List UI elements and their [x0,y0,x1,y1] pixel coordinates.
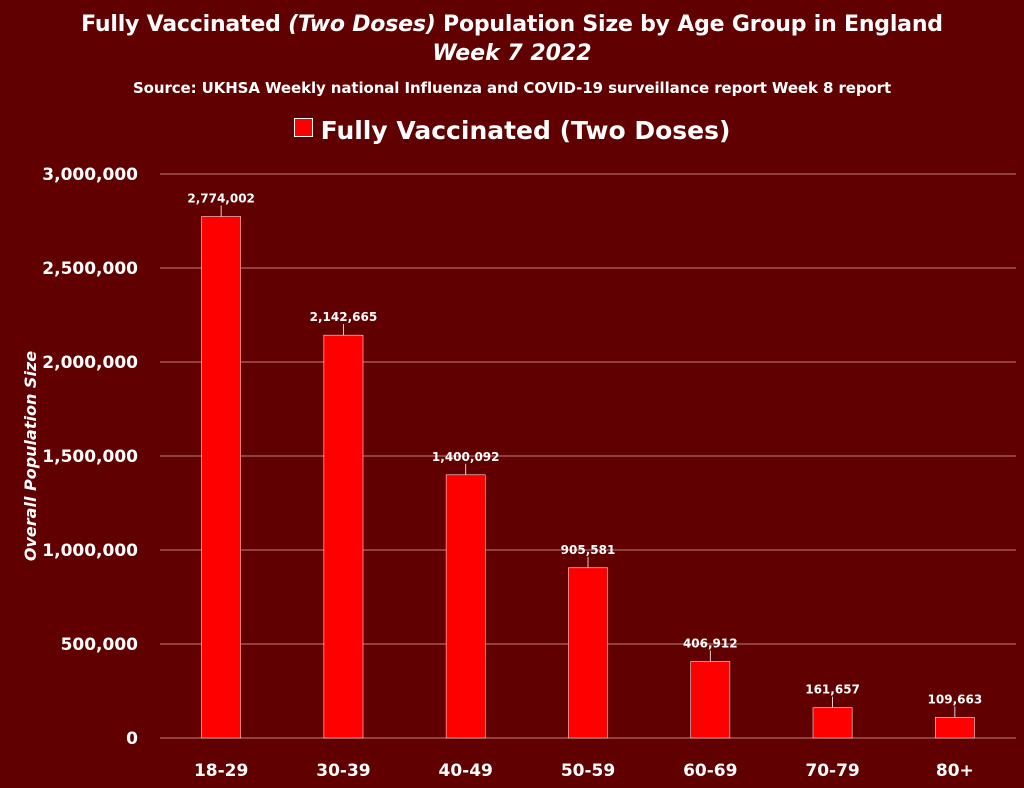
data-label: 905,581 [561,543,616,557]
bar [323,334,364,739]
chart-subtitle: Week 7 2022 [432,41,592,66]
x-tick-label: 60-69 [683,761,737,781]
chart-title: Fully Vaccinated (Two Doses) Population … [0,12,1024,37]
x-tick-label: 40-49 [439,761,493,781]
x-tick-label: 50-59 [561,761,615,781]
bar [934,717,975,739]
y-tick-label: 2,000,000 [42,353,138,373]
x-tick-label: 80+ [936,761,974,781]
y-tick-label: 1,000,000 [42,541,138,561]
chart-source: Source: UKHSA Weekly national Influenza … [132,79,892,97]
data-label: 406,912 [683,637,738,651]
x-tick-label: 30-39 [316,761,370,781]
y-tick-label: 500,000 [61,635,139,655]
data-label: 1,400,092 [432,450,500,464]
data-label: 109,663 [928,692,983,706]
y-tick-label: 3,000,000 [42,165,138,185]
bar [445,474,486,739]
bar [568,567,608,739]
x-tick-label: 18-29 [194,761,248,781]
y-tick-label: 2,500,000 [42,259,138,279]
title-part-1: Fully Vaccinated [81,12,289,37]
bar [812,707,853,739]
legend: Fully Vaccinated (Two Doses) [0,116,1024,145]
data-label: 2,774,002 [187,191,255,205]
title-italic-part: (Two Doses) [288,12,436,37]
legend-label: Fully Vaccinated (Two Doses) [320,116,731,145]
legend-swatch [293,118,313,137]
data-label: 2,142,665 [310,310,378,324]
y-tick-label: 0 [126,729,138,749]
y-tick-label: 1,500,000 [42,447,138,467]
y-axis-title: Overall Population Size [21,351,40,561]
title-part-2: Population Size by Age Group in England [435,12,943,37]
x-tick-label: 70-79 [805,761,859,781]
data-label: 161,657 [805,683,860,697]
bar [690,661,731,739]
bar [201,216,242,739]
